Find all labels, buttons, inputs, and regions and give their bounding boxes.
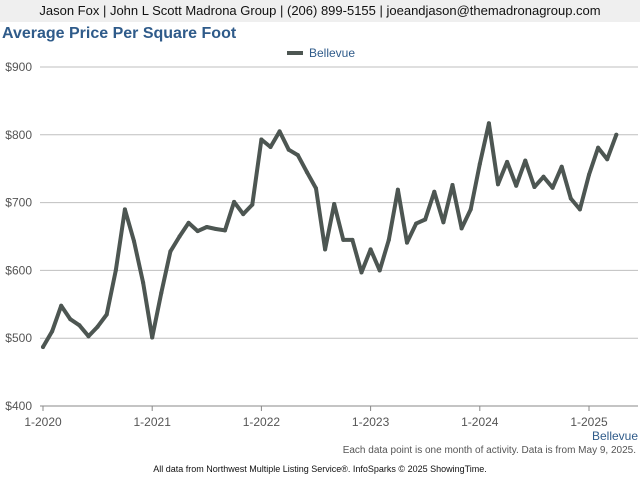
data-point xyxy=(432,189,437,194)
chart-title: Average Price Per Square Foot xyxy=(2,25,237,42)
x-tick-label: 1-2020 xyxy=(24,415,62,429)
data-point xyxy=(104,312,109,317)
y-tick-label: $900 xyxy=(5,60,32,74)
data-point xyxy=(195,229,200,234)
y-tick-label: $400 xyxy=(5,399,32,413)
data-point xyxy=(68,317,73,322)
data-point xyxy=(377,268,382,273)
data-point xyxy=(614,132,619,137)
data-point xyxy=(295,153,300,158)
x-axis-series-label: Bellevue xyxy=(592,429,639,443)
data-point xyxy=(150,335,155,340)
data-point xyxy=(341,237,346,242)
data-point xyxy=(368,247,373,252)
data-point xyxy=(223,228,227,233)
series-line-bellevue xyxy=(41,121,619,349)
source-credit: All data from Northwest Multiple Listing… xyxy=(153,464,487,474)
data-point xyxy=(241,212,246,217)
data-point xyxy=(550,185,555,190)
x-tick-label: 1-2023 xyxy=(352,415,390,429)
data-point xyxy=(405,240,409,245)
data-point xyxy=(523,158,528,163)
data-point xyxy=(132,239,136,244)
legend-label: Bellevue xyxy=(309,46,356,60)
data-point xyxy=(441,220,446,225)
data-point xyxy=(568,196,573,201)
data-point xyxy=(95,324,100,329)
y-tick-label: $600 xyxy=(5,263,32,277)
data-point xyxy=(323,247,328,252)
data-point xyxy=(250,202,255,207)
data-point xyxy=(259,137,264,142)
data-point xyxy=(304,170,309,175)
legend: Bellevue xyxy=(287,46,355,60)
data-point xyxy=(168,249,173,254)
data-point xyxy=(559,164,564,169)
data-point xyxy=(113,268,118,273)
data-point xyxy=(477,162,482,166)
data-point xyxy=(213,227,218,231)
data-point xyxy=(359,270,364,275)
data-point xyxy=(496,182,500,187)
data-point xyxy=(332,202,337,206)
y-tick-label: $700 xyxy=(5,196,32,210)
data-point xyxy=(395,187,400,192)
data-point xyxy=(159,290,164,295)
data-point xyxy=(314,186,318,191)
data-point xyxy=(514,183,519,188)
data-point xyxy=(232,199,237,204)
x-tick-label: 1-2024 xyxy=(461,415,499,429)
data-point xyxy=(350,237,355,242)
data-point xyxy=(141,280,146,285)
legend-swatch xyxy=(287,51,303,55)
data-point xyxy=(587,172,591,177)
data-point xyxy=(268,145,273,149)
data-point xyxy=(50,329,55,334)
data-point xyxy=(277,129,282,134)
data-point xyxy=(423,217,428,222)
data-point xyxy=(77,323,82,328)
data-point xyxy=(605,157,610,162)
data-point xyxy=(41,345,45,349)
x-tick-label: 1-2022 xyxy=(243,415,281,429)
data-point xyxy=(414,221,419,226)
data-point xyxy=(468,207,473,212)
data-point xyxy=(541,174,546,179)
data-point xyxy=(86,334,91,339)
x-tick-label: 1-2025 xyxy=(570,415,608,429)
data-point xyxy=(122,207,127,212)
data-point xyxy=(505,159,510,164)
data-point xyxy=(450,183,455,187)
data-point xyxy=(386,237,391,242)
data-point xyxy=(596,145,601,150)
data-point xyxy=(459,226,464,231)
data-point xyxy=(532,185,537,189)
data-point xyxy=(286,147,291,152)
data-point xyxy=(177,234,182,239)
contact-header: Jason Fox | John L Scott Madrona Group |… xyxy=(0,0,640,22)
x-tick-label: 1-2021 xyxy=(134,415,172,429)
data-footnote: Each data point is one month of activity… xyxy=(342,445,636,456)
data-point xyxy=(577,207,582,212)
data-point xyxy=(204,225,209,229)
y-tick-label: $500 xyxy=(5,331,32,345)
data-point xyxy=(59,303,64,308)
data-point xyxy=(186,220,191,225)
y-tick-label: $800 xyxy=(5,128,32,142)
data-point xyxy=(486,121,491,126)
